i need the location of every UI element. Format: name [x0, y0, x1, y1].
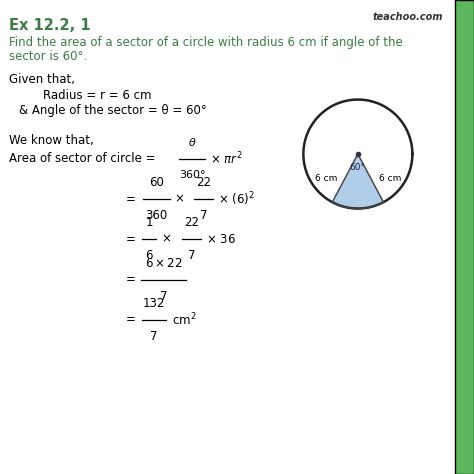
Text: cm$^2$: cm$^2$	[172, 311, 197, 328]
Text: $\times\ 36$: $\times\ 36$	[206, 233, 236, 246]
Text: 7: 7	[150, 330, 158, 343]
Text: 60°: 60°	[350, 163, 366, 172]
Text: teachoo.com: teachoo.com	[373, 12, 443, 22]
Text: $\theta$: $\theta$	[188, 136, 196, 148]
FancyBboxPatch shape	[455, 0, 474, 474]
Text: Given that,: Given that,	[9, 73, 75, 86]
Text: =: =	[126, 313, 136, 327]
Text: =: =	[126, 192, 136, 206]
Text: & Angle of the sector = θ = 60°: & Angle of the sector = θ = 60°	[19, 104, 207, 117]
Text: 60: 60	[149, 176, 164, 189]
Text: 360: 360	[146, 209, 167, 222]
Text: sector is 60°.: sector is 60°.	[9, 50, 88, 63]
Text: =: =	[126, 233, 136, 246]
Text: Ex 12.2, 1: Ex 12.2, 1	[9, 18, 91, 33]
Text: $6 \times 22$: $6 \times 22$	[145, 256, 182, 270]
Text: $\times\ \pi r^2$: $\times\ \pi r^2$	[210, 150, 243, 167]
Text: 6: 6	[146, 249, 153, 263]
Text: 6 cm: 6 cm	[379, 173, 401, 182]
Text: 7: 7	[188, 249, 196, 263]
Text: $\times$: $\times$	[174, 192, 185, 206]
Text: =: =	[126, 273, 136, 286]
Text: 22: 22	[196, 176, 211, 189]
Text: 132: 132	[143, 297, 165, 310]
Text: We know that,: We know that,	[9, 134, 94, 146]
Text: 1: 1	[146, 216, 153, 229]
Text: Area of sector of circle =: Area of sector of circle =	[9, 152, 160, 165]
Text: 7: 7	[200, 209, 208, 222]
Text: Radius = r = 6 cm: Radius = r = 6 cm	[43, 89, 151, 102]
Text: 22: 22	[184, 216, 200, 229]
Text: $\times$: $\times$	[161, 233, 172, 246]
Text: 6 cm: 6 cm	[315, 173, 337, 182]
Polygon shape	[332, 154, 383, 209]
Text: 7: 7	[160, 290, 167, 303]
Text: Find the area of a sector of a circle with radius 6 cm if angle of the: Find the area of a sector of a circle wi…	[9, 36, 403, 48]
Text: $\times\ (6)^2$: $\times\ (6)^2$	[218, 190, 255, 208]
Text: 360°: 360°	[179, 170, 205, 181]
